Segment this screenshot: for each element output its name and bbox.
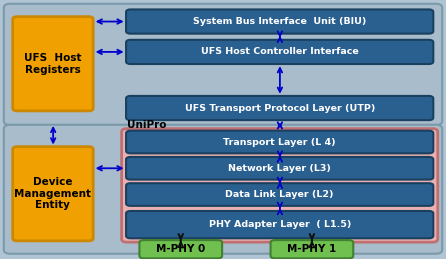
FancyBboxPatch shape	[126, 211, 434, 238]
Text: M-PHY 1: M-PHY 1	[287, 244, 337, 254]
Text: System Bus Interface  Unit (BIU): System Bus Interface Unit (BIU)	[193, 17, 366, 26]
Text: M-PHY 0: M-PHY 0	[156, 244, 206, 254]
FancyBboxPatch shape	[126, 96, 434, 120]
FancyBboxPatch shape	[4, 125, 442, 254]
FancyBboxPatch shape	[140, 240, 222, 258]
Text: UniPro: UniPro	[128, 120, 167, 131]
FancyBboxPatch shape	[126, 9, 434, 34]
Text: Device
Management
Entity: Device Management Entity	[14, 177, 91, 210]
FancyBboxPatch shape	[271, 240, 353, 258]
Text: Transport Layer (L 4): Transport Layer (L 4)	[223, 138, 336, 147]
FancyBboxPatch shape	[122, 129, 438, 242]
Text: PHY Adapter Layer  ( L1.5): PHY Adapter Layer ( L1.5)	[208, 220, 351, 229]
FancyBboxPatch shape	[126, 40, 434, 64]
Text: UFS Transport Protocol Layer (UTP): UFS Transport Protocol Layer (UTP)	[185, 104, 375, 112]
FancyBboxPatch shape	[4, 4, 442, 125]
Text: UFS Host Controller Interface: UFS Host Controller Interface	[201, 47, 359, 56]
FancyBboxPatch shape	[126, 157, 434, 179]
Text: Data Link Layer (L2): Data Link Layer (L2)	[225, 190, 334, 199]
FancyBboxPatch shape	[126, 131, 434, 153]
FancyBboxPatch shape	[12, 17, 93, 111]
FancyBboxPatch shape	[126, 183, 434, 206]
Text: UFS  Host
Registers: UFS Host Registers	[24, 53, 82, 75]
Text: Network Layer (L3): Network Layer (L3)	[228, 164, 331, 173]
FancyBboxPatch shape	[12, 147, 93, 241]
